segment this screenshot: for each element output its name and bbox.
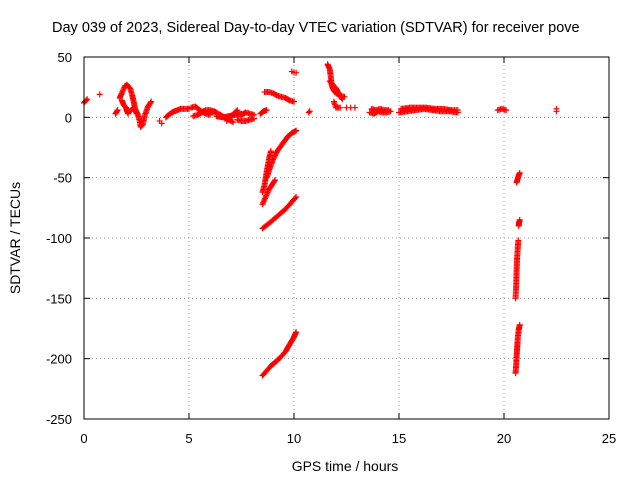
- y-tick-label: -100: [46, 231, 72, 246]
- x-tick-label: 5: [185, 431, 192, 446]
- plot-frame: [83, 56, 610, 420]
- axis-ticks: 0 5 10 15 20 25 -250 -200 -150 -100 -50 0 50: [46, 50, 616, 446]
- x-tick-label: 0: [80, 431, 87, 446]
- sdtvar-markers: [81, 61, 560, 379]
- y-tick-label: -50: [53, 171, 72, 186]
- x-tick-label: 10: [287, 431, 301, 446]
- x-tick-label: 15: [392, 431, 406, 446]
- y-tick-label: -150: [46, 291, 72, 306]
- y-axis-label: SDTVAR / TECUs: [7, 182, 23, 294]
- data-points: [81, 61, 560, 379]
- x-tick-label: 20: [497, 431, 511, 446]
- y-tick-label: 50: [58, 50, 72, 65]
- y-tick-label: -200: [46, 352, 72, 367]
- y-tick-label: -250: [46, 412, 72, 427]
- x-axis-label: GPS time / hours: [292, 458, 399, 474]
- x-tick-label: 25: [602, 431, 616, 446]
- chart-title: Day 039 of 2023, Sidereal Day-to-day VTE…: [52, 20, 580, 36]
- grid-lines: [84, 57, 609, 419]
- y-tick-label: 0: [65, 110, 72, 125]
